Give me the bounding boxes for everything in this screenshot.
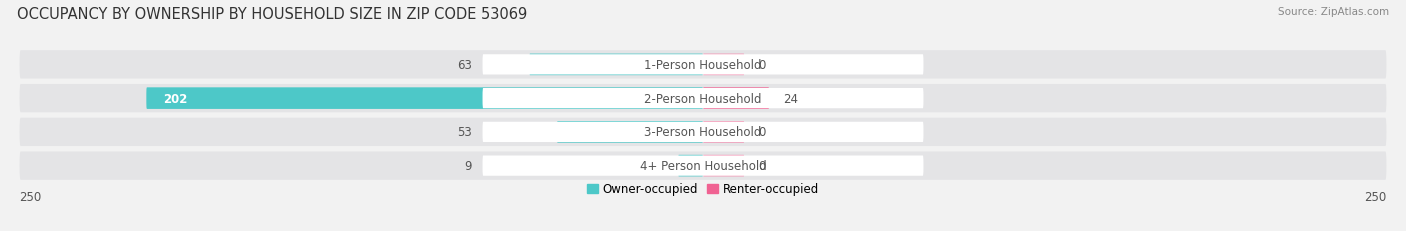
Text: 9: 9 xyxy=(464,159,471,172)
FancyBboxPatch shape xyxy=(20,118,1386,146)
FancyBboxPatch shape xyxy=(482,156,924,176)
FancyBboxPatch shape xyxy=(20,152,1386,180)
FancyBboxPatch shape xyxy=(146,88,703,109)
FancyBboxPatch shape xyxy=(703,54,744,76)
FancyBboxPatch shape xyxy=(20,85,1386,113)
Text: 250: 250 xyxy=(1364,190,1386,203)
FancyBboxPatch shape xyxy=(482,55,924,75)
Text: 0: 0 xyxy=(758,126,765,139)
Legend: Owner-occupied, Renter-occupied: Owner-occupied, Renter-occupied xyxy=(588,182,818,195)
FancyBboxPatch shape xyxy=(678,155,703,177)
FancyBboxPatch shape xyxy=(557,122,703,143)
Text: 202: 202 xyxy=(163,92,187,105)
FancyBboxPatch shape xyxy=(530,54,703,76)
FancyBboxPatch shape xyxy=(703,122,744,143)
FancyBboxPatch shape xyxy=(482,89,924,109)
Text: 63: 63 xyxy=(457,59,471,72)
Text: 4+ Person Household: 4+ Person Household xyxy=(640,159,766,172)
FancyBboxPatch shape xyxy=(703,155,744,177)
Text: 3-Person Household: 3-Person Household xyxy=(644,126,762,139)
Text: 2-Person Household: 2-Person Household xyxy=(644,92,762,105)
FancyBboxPatch shape xyxy=(482,122,924,142)
Text: 250: 250 xyxy=(20,190,42,203)
Text: 0: 0 xyxy=(758,159,765,172)
FancyBboxPatch shape xyxy=(20,51,1386,79)
Text: 1-Person Household: 1-Person Household xyxy=(644,59,762,72)
Text: OCCUPANCY BY OWNERSHIP BY HOUSEHOLD SIZE IN ZIP CODE 53069: OCCUPANCY BY OWNERSHIP BY HOUSEHOLD SIZE… xyxy=(17,7,527,22)
Text: 24: 24 xyxy=(783,92,799,105)
Text: 0: 0 xyxy=(758,59,765,72)
Text: Source: ZipAtlas.com: Source: ZipAtlas.com xyxy=(1278,7,1389,17)
FancyBboxPatch shape xyxy=(703,88,769,109)
Text: 53: 53 xyxy=(457,126,471,139)
